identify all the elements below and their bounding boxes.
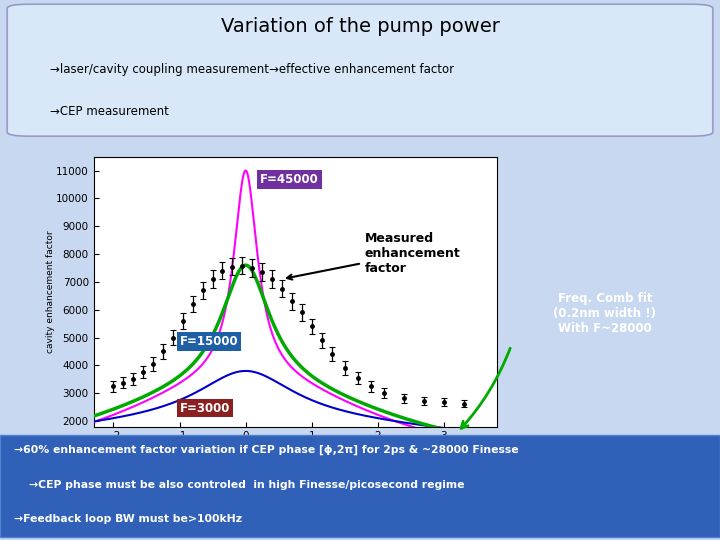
X-axis label: Δϕce / rad: Δϕce / rad [265, 447, 325, 460]
Text: →CEP measurement: →CEP measurement [50, 105, 169, 118]
FancyBboxPatch shape [0, 435, 720, 537]
Text: Measured
enhancement
factor: Measured enhancement factor [287, 232, 460, 280]
Y-axis label: cavity enhancement factor: cavity enhancement factor [45, 230, 55, 353]
Text: →Feedback loop BW must be>100kHz: →Feedback loop BW must be>100kHz [14, 514, 243, 524]
Text: Freq. Comb fit
(0.2nm width !)
With F~28000: Freq. Comb fit (0.2nm width !) With F~28… [553, 292, 657, 335]
Text: Variation of the pump power: Variation of the pump power [220, 17, 500, 36]
FancyBboxPatch shape [7, 4, 713, 136]
Text: →laser/cavity coupling measurement→effective enhancement factor: →laser/cavity coupling measurement→effec… [50, 63, 454, 76]
Text: →60% enhancement factor variation if CEP phase [ϕ,2π] for 2ps & ~28000 Finesse: →60% enhancement factor variation if CEP… [14, 445, 519, 455]
Text: F=45000: F=45000 [260, 173, 319, 186]
Text: F=3000: F=3000 [179, 402, 230, 415]
Text: →CEP phase must be also controled  in high Finesse/picosecond regime: →CEP phase must be also controled in hig… [14, 480, 465, 490]
Text: F=15000: F=15000 [179, 335, 238, 348]
